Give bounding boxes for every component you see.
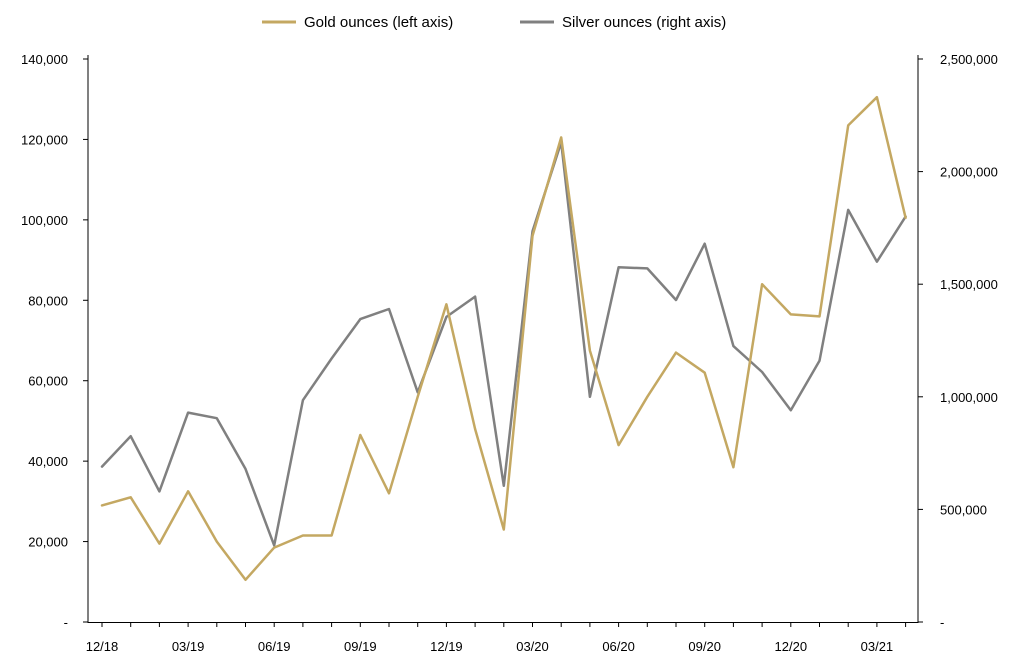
left-y-tick-label: 120,000	[21, 132, 68, 147]
right-y-tick-label: 1,500,000	[940, 277, 998, 292]
left-y-tick-label: -	[64, 615, 68, 630]
legend-label-gold: Gold ounces (left axis)	[304, 14, 453, 31]
x-tick-label: 06/19	[258, 639, 291, 654]
x-tick-label: 06/20	[602, 639, 635, 654]
silver-ounces-series-line	[100, 141, 907, 547]
right-y-tick-label: -	[940, 615, 944, 630]
x-tick-label: 03/21	[861, 639, 894, 654]
right-y-tick-label: 2,500,000	[940, 52, 998, 67]
x-tick-label: 12/19	[430, 639, 463, 654]
left-y-tick-label: 60,000	[28, 374, 68, 389]
x-tick-label: 03/19	[172, 639, 205, 654]
left-y-tick-label: 40,000	[28, 454, 68, 469]
right-y-tick-label: 500,000	[940, 502, 987, 517]
left-y-tick-label: 140,000	[21, 52, 68, 67]
x-tick-label: 12/20	[775, 639, 808, 654]
legend: Gold ounces (left axis) Silver ounces (r…	[262, 14, 726, 31]
left-y-tick-label: 80,000	[28, 293, 68, 308]
x-tick-label: 12/18	[86, 639, 119, 654]
x-tick-label: 09/20	[688, 639, 721, 654]
right-y-tick-label: 1,000,000	[940, 390, 998, 405]
left-y-tick-label: 100,000	[21, 213, 68, 228]
x-tick-label: 03/20	[516, 639, 549, 654]
gold-ounces-series-line	[100, 95, 907, 582]
right-y-tick-label: 2,000,000	[940, 165, 998, 180]
x-tick-label: 09/19	[344, 639, 377, 654]
legend-label-silver: Silver ounces (right axis)	[562, 14, 726, 31]
left-y-tick-label: 20,000	[28, 535, 68, 550]
chart-marks: - 20,000 40,000 60,000 80,000 100,000 120,000 1…	[21, 52, 998, 654]
